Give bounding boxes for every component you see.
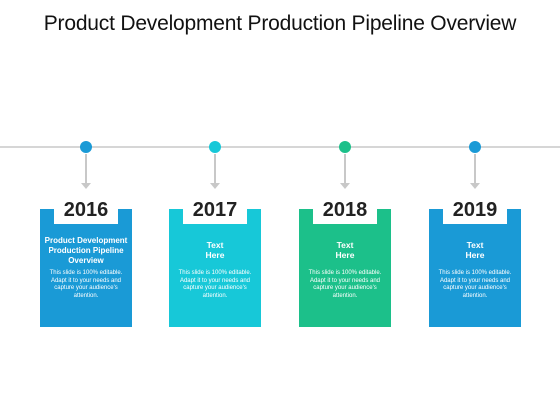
card-heading-text: Product Development Production Pipeline … <box>44 236 128 265</box>
page-title: Product Development Production Pipeline … <box>43 12 517 35</box>
info-card <box>169 209 261 327</box>
card-body-text: This slide is 100% editable. Adapt it to… <box>178 270 252 299</box>
year-label: 2017 <box>183 196 247 224</box>
timeline-item-2019: 2019 Text Here This slide is 100% editab… <box>429 0 521 420</box>
timeline-marker <box>339 141 351 153</box>
year-label: 2019 <box>443 196 507 224</box>
card-heading-text: Text Here <box>335 240 355 260</box>
info-card <box>299 209 391 327</box>
timeline-item-2016: 2016 Product Development Production Pipe… <box>40 0 132 420</box>
year-label: 2016 <box>54 196 118 224</box>
timeline-marker <box>469 141 481 153</box>
info-card <box>429 209 521 327</box>
card-heading: Product Development Production Pipeline … <box>40 236 132 266</box>
card-body-text: This slide is 100% editable. Adapt it to… <box>438 270 512 299</box>
timeline-item-2017: 2017 Text Here This slide is 100% editab… <box>169 0 261 420</box>
info-card <box>40 209 132 327</box>
arrow-down-icon <box>210 183 220 189</box>
timeline-marker <box>80 141 92 153</box>
timeline-marker <box>209 141 221 153</box>
card-heading-text: Text Here <box>465 240 485 260</box>
card-heading: Text Here <box>169 240 261 260</box>
card-heading: Text Here <box>299 240 391 260</box>
card-heading-text: Text Here <box>205 240 225 260</box>
connector-line <box>344 154 346 184</box>
connector-line <box>85 154 87 184</box>
connector-line <box>474 154 476 184</box>
arrow-down-icon <box>470 183 480 189</box>
timeline-line <box>0 146 560 148</box>
connector-line <box>214 154 216 184</box>
card-body-text: This slide is 100% editable. Adapt it to… <box>308 270 382 299</box>
arrow-down-icon <box>81 183 91 189</box>
year-label: 2018 <box>313 196 377 224</box>
arrow-down-icon <box>340 183 350 189</box>
card-body-text: This slide is 100% editable. Adapt it to… <box>49 270 123 299</box>
timeline-item-2018: 2018 Text Here This slide is 100% editab… <box>299 0 391 420</box>
card-heading: Text Here <box>429 240 521 260</box>
